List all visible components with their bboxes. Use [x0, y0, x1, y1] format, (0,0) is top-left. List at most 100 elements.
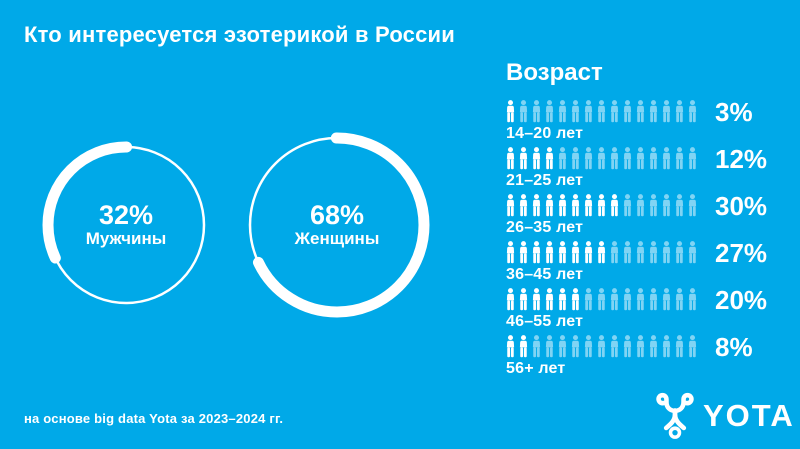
- person-icon: [610, 194, 619, 217]
- person-icon: [558, 335, 567, 358]
- age-range-label: 14–20 лет: [506, 125, 584, 142]
- donut-women-arc: [244, 132, 430, 318]
- person-icon: [506, 335, 515, 358]
- donut-women-label: Женщины: [294, 229, 380, 248]
- age-heading: Возраст: [506, 59, 603, 86]
- age-row-left: 56+ лет: [506, 334, 705, 377]
- person-icon: [675, 288, 684, 311]
- person-icon: [506, 288, 515, 311]
- age-percent: 27%: [715, 238, 768, 268]
- person-icon: [649, 194, 658, 217]
- person-icon: [506, 147, 515, 170]
- person-icon: [545, 335, 554, 358]
- age-percent: 12%: [715, 144, 768, 174]
- person-icon: [610, 147, 619, 170]
- person-icon: [610, 335, 619, 358]
- age-icon-strip: [506, 334, 705, 360]
- donut-men-center: 32% Мужчины: [86, 201, 167, 249]
- person-icon: [623, 100, 632, 123]
- person-icon: [519, 147, 528, 170]
- age-row: 26–35 лет 30%: [506, 193, 786, 236]
- person-icon: [519, 194, 528, 217]
- person-icon: [623, 147, 632, 170]
- person-icon: [532, 241, 541, 264]
- person-icon: [571, 147, 580, 170]
- yota-logo: YOTA: [654, 390, 795, 442]
- person-icon: [558, 194, 567, 217]
- person-icon: [688, 288, 697, 311]
- person-icon: [688, 194, 697, 217]
- person-icon: [662, 194, 671, 217]
- person-icon: [597, 147, 606, 170]
- page-title: Кто интересуется эзотерикой в России: [24, 22, 456, 47]
- age-panel: Возраст 14–20 лет 3% 21–25 лет 12% 26–35 лет…: [506, 60, 786, 381]
- person-icon: [571, 194, 580, 217]
- person-icon: [545, 288, 554, 311]
- person-icon: [597, 335, 606, 358]
- person-icon: [506, 241, 515, 264]
- age-icon-strip: [506, 99, 705, 125]
- person-icon: [610, 241, 619, 264]
- person-icon: [558, 288, 567, 311]
- person-icon: [610, 288, 619, 311]
- person-icon: [519, 335, 528, 358]
- person-icon: [623, 241, 632, 264]
- person-icon: [675, 335, 684, 358]
- yota-logo-text: YOTA: [703, 398, 795, 433]
- person-icon: [597, 288, 606, 311]
- person-icon: [623, 194, 632, 217]
- person-icon: [636, 335, 645, 358]
- age-range-label: 26–35 лет: [506, 219, 584, 236]
- person-icon: [675, 194, 684, 217]
- age-row-left: 21–25 лет: [506, 146, 705, 189]
- person-icon: [519, 100, 528, 123]
- person-icon: [675, 241, 684, 264]
- age-row: 46–55 лет 20%: [506, 287, 786, 330]
- person-icon: [584, 147, 593, 170]
- person-icon: [506, 194, 515, 217]
- age-range-label: 46–55 лет: [506, 313, 584, 330]
- person-icon: [519, 288, 528, 311]
- age-row: 21–25 лет 12%: [506, 146, 786, 189]
- age-percent: 3%: [715, 97, 753, 127]
- person-icon: [571, 288, 580, 311]
- person-icon: [649, 241, 658, 264]
- person-icon: [545, 147, 554, 170]
- age-range-label: 56+ лет: [506, 360, 566, 377]
- person-icon: [688, 147, 697, 170]
- donut-chart-men: 32% Мужчины: [40, 139, 212, 311]
- donut-men-percent: 32%: [98, 200, 154, 230]
- person-icon: [597, 194, 606, 217]
- source-note: на основе big data Yota за 2023–2024 гг.: [24, 411, 284, 426]
- donut-women-svg: [244, 132, 430, 318]
- donut-women-percent: 68%: [309, 200, 365, 230]
- donut-men-arc: [42, 141, 210, 309]
- donut-men-label: Мужчины: [85, 229, 167, 248]
- person-icon: [584, 241, 593, 264]
- person-icon: [571, 241, 580, 264]
- person-icon: [636, 147, 645, 170]
- person-icon: [545, 241, 554, 264]
- age-row: 36–45 лет 27%: [506, 240, 786, 283]
- person-icon: [545, 194, 554, 217]
- person-icon: [597, 241, 606, 264]
- person-icon: [558, 100, 567, 123]
- person-icon: [558, 241, 567, 264]
- person-icon: [675, 147, 684, 170]
- age-row-left: 46–55 лет: [506, 287, 705, 330]
- person-icon: [532, 335, 541, 358]
- age-icon-strip: [506, 193, 705, 219]
- person-icon: [584, 194, 593, 217]
- person-icon: [532, 100, 541, 123]
- age-icon-strip: [506, 287, 705, 313]
- person-icon: [649, 147, 658, 170]
- person-icon: [636, 194, 645, 217]
- donut-chart-women: 68% Женщины: [242, 130, 432, 320]
- person-icon: [636, 241, 645, 264]
- age-percent: 8%: [715, 332, 753, 362]
- age-percent: 30%: [715, 191, 768, 221]
- person-icon: [662, 100, 671, 123]
- age-row-left: 36–45 лет: [506, 240, 705, 283]
- age-percent: 20%: [715, 285, 768, 315]
- person-icon: [584, 335, 593, 358]
